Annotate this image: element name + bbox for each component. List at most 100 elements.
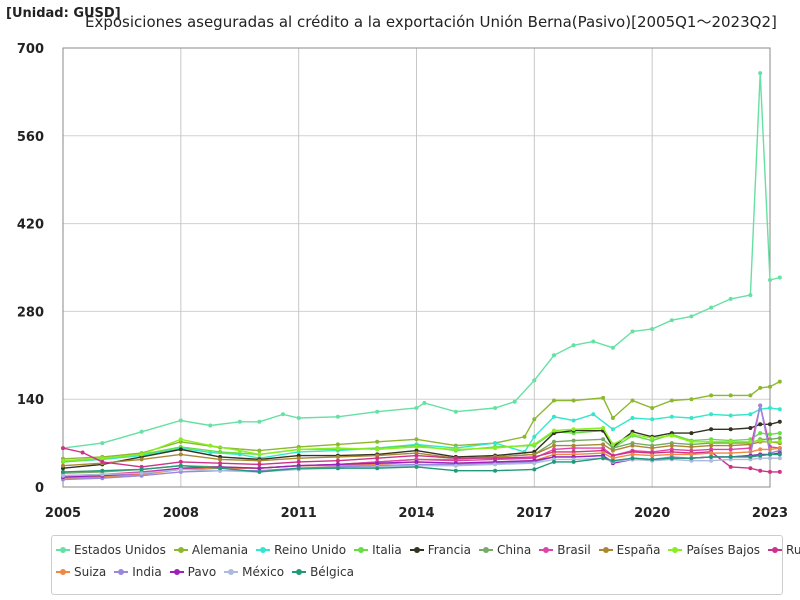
y-tick-label: 140 [17, 393, 44, 408]
data-point [777, 431, 782, 436]
data-point [375, 461, 380, 466]
data-point [100, 456, 105, 461]
legend-item[interactable]: México [224, 565, 284, 579]
y-tick-label: 420 [17, 218, 44, 233]
data-point [532, 454, 537, 459]
data-point [571, 343, 576, 348]
legend-item[interactable]: Pavo [169, 565, 216, 579]
data-point [493, 446, 498, 451]
legend-item[interactable]: Alemania [173, 543, 248, 557]
data-point [689, 452, 694, 457]
data-point [296, 459, 301, 464]
data-point [610, 345, 615, 350]
data-point [257, 462, 262, 467]
data-point [601, 437, 606, 442]
data-point [777, 439, 782, 444]
data-point [709, 454, 714, 459]
legend-marker [296, 569, 303, 575]
legend-marker [60, 547, 66, 553]
legend-label: España [616, 543, 661, 557]
data-point [335, 442, 340, 447]
y-tick-label: 560 [17, 130, 44, 145]
legend-row: Suiza India Pavo México Bélgica [56, 565, 362, 579]
data-point [532, 378, 537, 383]
legend-item[interactable]: India [114, 565, 162, 579]
data-point [80, 450, 85, 455]
legend-row: Estados Unidos Alemania Reino Unido Italia F… [56, 543, 800, 557]
data-point [335, 414, 340, 419]
series-8 [61, 426, 782, 463]
legend-swatch [409, 547, 424, 553]
legend-item[interactable]: Reino Unido [256, 543, 346, 557]
legend-marker [602, 547, 609, 553]
data-point [571, 398, 576, 403]
data-point [669, 414, 674, 419]
data-point [669, 443, 674, 448]
data-point [709, 451, 714, 456]
data-point [709, 412, 714, 417]
legend-item[interactable]: China [478, 543, 531, 557]
data-point [178, 463, 183, 468]
legend-item[interactable]: Bélgica [292, 565, 354, 579]
data-point [532, 461, 537, 466]
data-point [777, 456, 782, 461]
legend-marker [358, 547, 365, 553]
data-point [532, 442, 537, 447]
data-point [591, 339, 596, 344]
data-point [422, 401, 427, 405]
data-point [768, 406, 772, 410]
data-point [237, 419, 242, 424]
data-point [728, 427, 733, 432]
legend-swatch [768, 547, 783, 553]
legend-marker [60, 569, 66, 575]
data-point [610, 458, 615, 463]
data-point [768, 278, 772, 282]
data-point [709, 443, 714, 448]
series-14 [61, 452, 782, 474]
data-point [709, 393, 714, 398]
data-point [650, 446, 655, 451]
data-point [768, 469, 772, 474]
legend-item[interactable]: Rusia [768, 543, 800, 557]
data-point [178, 452, 183, 457]
y-tick-label: 280 [17, 305, 44, 320]
data-point [178, 467, 183, 472]
data-point [375, 409, 380, 414]
legend-item[interactable]: Países Bajos [668, 543, 760, 557]
data-point [61, 463, 65, 468]
data-point [709, 305, 714, 310]
data-point [335, 462, 340, 467]
data-point [375, 456, 380, 461]
data-point [768, 456, 772, 461]
legend-item[interactable]: España [598, 543, 661, 557]
legend-item[interactable]: Italia [354, 543, 402, 557]
legend-marker [228, 569, 235, 575]
legend: Estados Unidos Alemania Reino Unido Italia F… [51, 535, 800, 595]
legend-item[interactable]: Brasil [539, 543, 591, 557]
data-point [610, 448, 615, 453]
legend-label: India [132, 565, 162, 579]
legend-item[interactable]: Suiza [56, 565, 106, 579]
legend-swatch [598, 547, 613, 553]
data-point [758, 385, 763, 390]
data-point [237, 448, 242, 453]
data-point [218, 461, 223, 466]
legend-item[interactable]: Estados Unidos [56, 543, 166, 557]
data-point [777, 275, 782, 280]
data-point [139, 452, 144, 457]
legend-marker [118, 569, 125, 575]
data-point [777, 436, 782, 441]
x-tick-label: 2023 [752, 506, 788, 521]
legend-item[interactable]: Francia [409, 543, 471, 557]
data-point [630, 456, 635, 461]
data-point [601, 395, 606, 400]
data-point [512, 399, 517, 404]
axis-labels: 0 140 280 420 560 700 2005 2008 2011 2014 2017 2020… [17, 42, 788, 521]
data-point [571, 427, 576, 432]
data-point [768, 432, 772, 437]
data-point [630, 416, 635, 420]
data-point [532, 434, 537, 439]
y-tick-label: 0 [35, 481, 44, 496]
data-point [689, 456, 694, 461]
legend-swatch [256, 547, 271, 553]
